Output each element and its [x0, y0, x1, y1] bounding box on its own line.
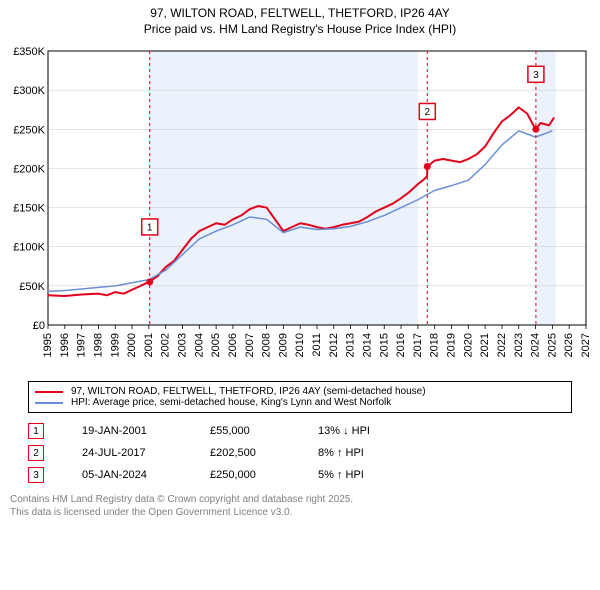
svg-text:2022: 2022 [496, 333, 508, 357]
svg-text:2026: 2026 [563, 333, 575, 357]
svg-text:2001: 2001 [143, 333, 155, 357]
chart-svg: £0 £50K £100K £150K £200K £250K £300K £350K 1995… [10, 45, 590, 375]
svg-text:2019: 2019 [446, 333, 458, 357]
marker-table-row: 3 05-JAN-2024 £250,000 5% ↑ HPI [28, 467, 572, 483]
legend-row: 97, WILTON ROAD, FELTWELL, THETFORD, IP2… [35, 386, 565, 397]
svg-text:2: 2 [425, 107, 431, 118]
svg-text:2024: 2024 [530, 333, 542, 357]
svg-text:2014: 2014 [361, 333, 373, 357]
svg-text:1995: 1995 [42, 333, 54, 357]
svg-text:1999: 1999 [109, 333, 121, 357]
svg-text:3: 3 [533, 70, 539, 81]
svg-text:2003: 2003 [177, 333, 189, 357]
svg-text:2008: 2008 [261, 333, 273, 357]
title-line1: 97, WILTON ROAD, FELTWELL, THETFORD, IP2… [0, 6, 600, 22]
svg-text:2017: 2017 [412, 333, 424, 357]
svg-text:£300K: £300K [13, 85, 45, 97]
svg-text:2002: 2002 [160, 333, 172, 357]
svg-text:£50K: £50K [19, 281, 45, 293]
marker-table-row: 2 24-JUL-2017 £202,500 8% ↑ HPI [28, 445, 572, 461]
marker-pct: 8% ↑ HPI [318, 447, 398, 459]
footnote-line2: This data is licensed under the Open Gov… [10, 506, 590, 519]
marker-price: £55,000 [210, 425, 280, 437]
svg-text:2010: 2010 [294, 333, 306, 357]
legend-swatch [35, 402, 63, 404]
marker-price: £202,500 [210, 447, 280, 459]
marker-badge: 3 [28, 467, 44, 483]
svg-text:2025: 2025 [546, 333, 558, 357]
svg-text:1997: 1997 [76, 333, 88, 357]
marker-date: 24-JUL-2017 [82, 447, 172, 459]
svg-text:£350K: £350K [13, 46, 45, 58]
svg-text:1998: 1998 [92, 333, 104, 357]
marker-badge: 1 [28, 423, 44, 439]
marker-badge: 2 [28, 445, 44, 461]
svg-text:1996: 1996 [59, 333, 71, 357]
svg-text:2011: 2011 [311, 333, 323, 357]
svg-text:2005: 2005 [210, 333, 222, 357]
legend-label: 97, WILTON ROAD, FELTWELL, THETFORD, IP2… [71, 386, 426, 397]
svg-text:2027: 2027 [580, 333, 590, 357]
marker-date: 19-JAN-2001 [82, 425, 172, 437]
svg-text:1: 1 [147, 223, 153, 234]
svg-text:£150K: £150K [13, 203, 45, 215]
svg-text:2018: 2018 [429, 333, 441, 357]
legend-swatch [35, 391, 63, 393]
title-line2: Price paid vs. HM Land Registry's House … [0, 22, 600, 38]
svg-text:2020: 2020 [462, 333, 474, 357]
marker-pct: 13% ↓ HPI [318, 425, 398, 437]
svg-text:2021: 2021 [479, 333, 491, 357]
marker-price: £250,000 [210, 469, 280, 481]
marker-pct: 5% ↑ HPI [318, 469, 398, 481]
marker-table: 1 19-JAN-2001 £55,000 13% ↓ HPI 2 24-JUL-2017… [28, 423, 572, 483]
svg-text:2000: 2000 [126, 333, 138, 357]
svg-text:£250K: £250K [13, 124, 45, 136]
legend-row: HPI: Average price, semi-detached house,… [35, 397, 565, 408]
marker-date: 05-JAN-2024 [82, 469, 172, 481]
legend-label: HPI: Average price, semi-detached house,… [71, 397, 391, 408]
svg-text:£0: £0 [33, 320, 45, 332]
svg-text:2023: 2023 [513, 333, 525, 357]
footnote: Contains HM Land Registry data © Crown c… [10, 493, 590, 519]
svg-text:£200K: £200K [13, 164, 45, 176]
svg-text:2007: 2007 [244, 333, 256, 357]
svg-text:2016: 2016 [395, 333, 407, 357]
svg-text:2006: 2006 [227, 333, 239, 357]
svg-text:2015: 2015 [378, 333, 390, 357]
svg-text:2012: 2012 [328, 333, 340, 357]
legend: 97, WILTON ROAD, FELTWELL, THETFORD, IP2… [28, 381, 572, 413]
svg-text:2009: 2009 [277, 333, 289, 357]
price-chart: £0 £50K £100K £150K £200K £250K £300K £350K 1995… [10, 45, 590, 375]
marker-table-row: 1 19-JAN-2001 £55,000 13% ↓ HPI [28, 423, 572, 439]
svg-text:£100K: £100K [13, 242, 45, 254]
svg-text:2013: 2013 [345, 333, 357, 357]
svg-text:2004: 2004 [193, 333, 205, 357]
footnote-line1: Contains HM Land Registry data © Crown c… [10, 493, 590, 506]
